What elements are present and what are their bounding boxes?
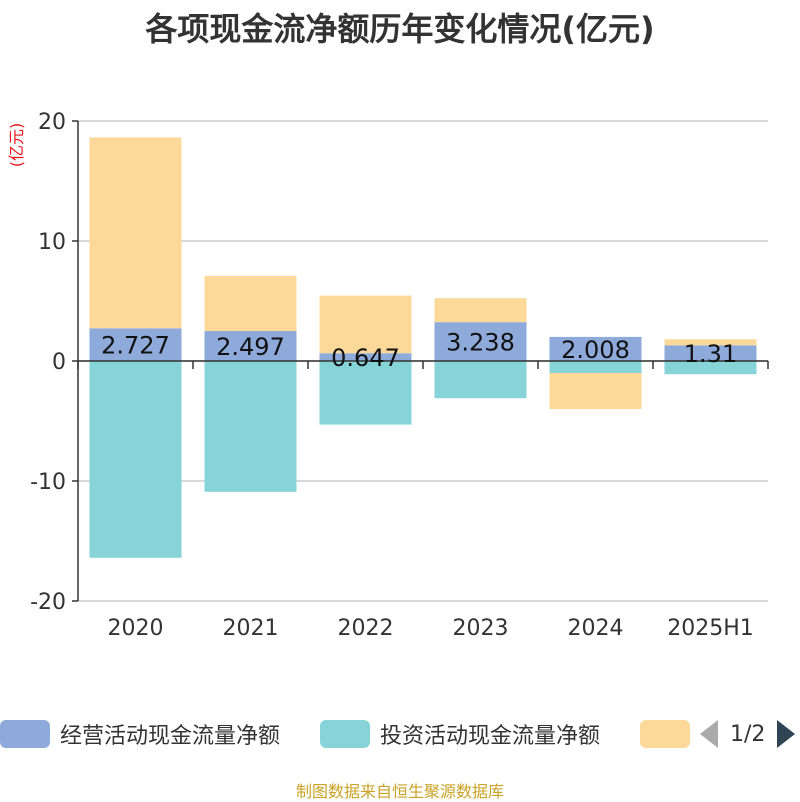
data-label: 2.497 xyxy=(216,333,285,361)
x-tick-label: 2022 xyxy=(338,616,394,641)
legend-pager: 1/2 xyxy=(700,716,796,752)
bar-operating-2020 xyxy=(89,328,182,361)
bar-operating-2025H1 xyxy=(664,345,757,361)
legend-swatch-investing xyxy=(320,720,370,748)
legend-item-financing[interactable] xyxy=(640,716,700,752)
bar-investing-2020 xyxy=(89,361,182,558)
legend-label-operating: 经营活动现金流量净额 xyxy=(60,724,281,749)
stacked-bar-chart: 20 10 0 -10 -20 2020 2021 2022 2023 2024 2025H1 2.… xyxy=(7,110,769,641)
x-tick-label: 2021 xyxy=(223,616,279,641)
bar-financing-2024 xyxy=(549,373,642,409)
legend-swatch-operating xyxy=(0,720,50,748)
y-tick-label: 10 xyxy=(38,230,66,255)
y-tick-label: -20 xyxy=(30,590,66,615)
legend-item-investing[interactable]: 投资活动现金流量净额 xyxy=(320,716,600,752)
bar-financing-2022 xyxy=(319,295,412,354)
bar-investing-2025H1 xyxy=(664,361,757,375)
legend-page-indicator: 1/2 xyxy=(730,721,766,747)
y-tick-label: -10 xyxy=(30,470,66,495)
data-label: 0.647 xyxy=(331,344,400,372)
y-tick-label: 0 xyxy=(52,350,66,375)
bar-financing-2021 xyxy=(204,275,297,332)
legend-label-investing: 投资活动现金流量净额 xyxy=(380,724,601,749)
legend: 经营活动现金流量净额 投资活动现金流量净额 xyxy=(0,716,800,752)
legend-swatch-financing xyxy=(640,720,690,748)
x-tick-label: 2024 xyxy=(568,616,624,641)
bar-investing-2024 xyxy=(549,361,642,373)
legend-item-operating[interactable]: 经营活动现金流量净额 xyxy=(0,716,280,752)
bar-financing-2020 xyxy=(89,137,182,329)
bar-investing-2022 xyxy=(319,361,412,425)
legend-prev-icon[interactable] xyxy=(700,720,718,748)
x-tick-label: 2025H1 xyxy=(667,616,754,641)
data-label: 2.008 xyxy=(561,336,630,364)
chart-title: 各项现金流净额历年变化情况(亿元) xyxy=(145,10,655,48)
x-tick-label: 2023 xyxy=(453,616,509,641)
bar-operating-2021 xyxy=(204,331,297,361)
bar-investing-2023 xyxy=(434,361,527,399)
data-label: 3.238 xyxy=(446,329,515,357)
data-label: 1.31 xyxy=(684,340,737,368)
bar-investing-2021 xyxy=(204,361,297,492)
x-tick-label: 2020 xyxy=(108,616,164,641)
bar-financing-2023 xyxy=(434,298,527,323)
legend-next-icon[interactable] xyxy=(777,720,796,748)
bar-operating-2024 xyxy=(549,336,642,361)
bar-financing-2025H1 xyxy=(664,339,757,346)
data-label: 2.727 xyxy=(101,332,170,360)
y-tick-label: 20 xyxy=(38,110,66,135)
source-note: 制图数据来自恒生聚源数据库 xyxy=(295,782,504,801)
bar-operating-2022 xyxy=(319,353,412,361)
y-axis-label: (亿元) xyxy=(7,123,26,168)
bar-operating-2023 xyxy=(434,322,527,361)
